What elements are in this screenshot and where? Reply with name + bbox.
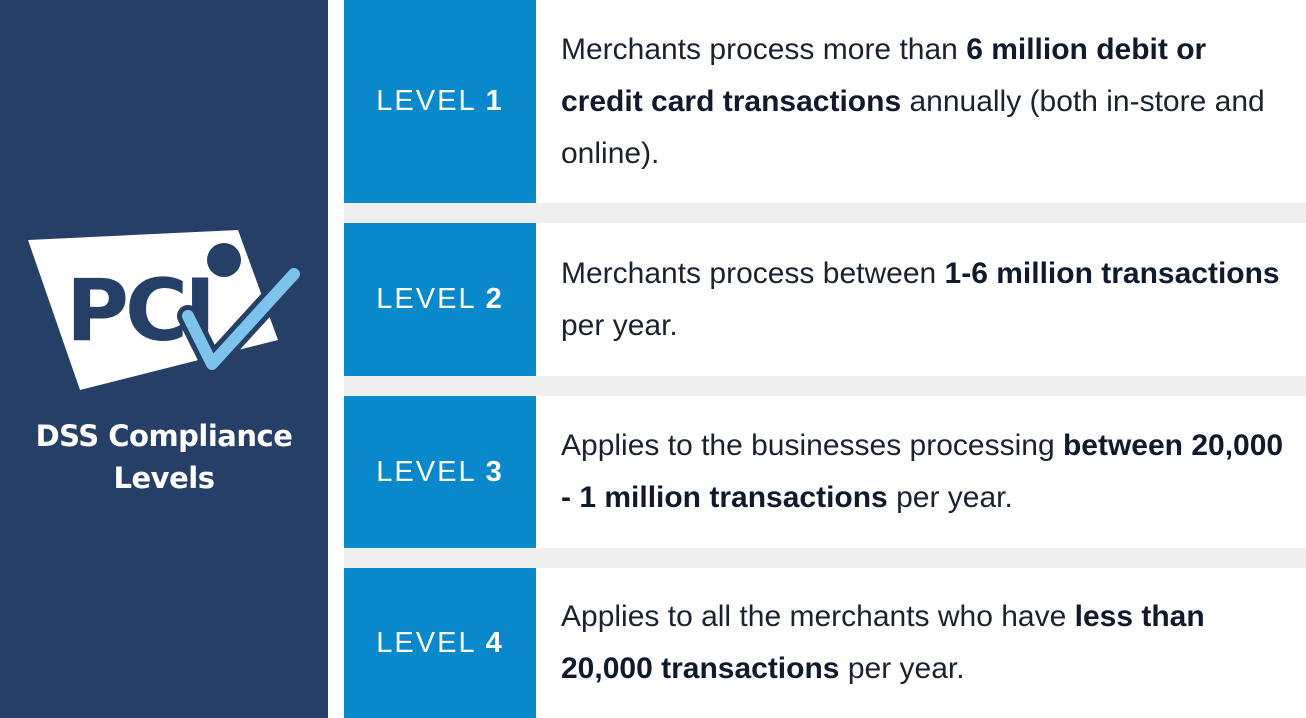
level-label: LEVEL	[376, 455, 477, 488]
level-row-3: LEVEL 3 Applies to the businesses process…	[344, 396, 1306, 548]
desc-text: annually (both in-store and online).	[561, 84, 1265, 170]
level-row-2: LEVEL 2 Merchants process between 1-6 mil…	[344, 223, 1306, 376]
title-line-1: DSS Compliance	[35, 419, 293, 453]
desc-text: per year.	[839, 652, 965, 685]
level-badge-1: LEVEL 1	[344, 0, 536, 203]
desc-text: Merchants process more than	[561, 32, 967, 66]
level-badge-2: LEVEL 2	[344, 223, 536, 376]
desc-bold: less than 20,000 transactions	[561, 600, 1205, 685]
row-divider	[344, 203, 1306, 223]
level-badge-3: LEVEL 3	[344, 396, 536, 548]
desc-text: Applies to the businesses processing	[561, 429, 1063, 462]
level-number: 1	[485, 85, 504, 117]
sidebar-panel: PCI DSS Compliance Levels	[0, 0, 328, 718]
desc-bold: 6 million debit or credit card transacti…	[561, 32, 1207, 118]
level-number: 3	[485, 455, 504, 488]
row-divider	[344, 376, 1306, 396]
level-description-3: Applies to the businesses processing bet…	[561, 396, 1288, 548]
desc-text: per year.	[887, 481, 1013, 514]
level-badge-4: LEVEL 4	[344, 568, 536, 718]
level-label: LEVEL	[376, 626, 477, 659]
level-row-4: LEVEL 4 Applies to all the merchants who …	[344, 568, 1306, 718]
desc-text: Applies to all the merchants who have	[561, 600, 1075, 633]
level-label: LEVEL	[376, 85, 477, 117]
page-title: DSS Compliance Levels	[0, 415, 328, 499]
title-line-2: Levels	[113, 461, 215, 495]
level-description-1: Merchants process more than 6 million de…	[561, 0, 1288, 203]
level-row-1: LEVEL 1 Merchants process more than 6 mil…	[344, 0, 1306, 203]
level-number: 4	[485, 626, 504, 659]
desc-text: Merchants process between	[561, 256, 945, 290]
desc-bold: 1-6 million transactions	[944, 256, 1280, 290]
level-description-4: Applies to all the merchants who have le…	[561, 568, 1288, 718]
pci-logo: PCI	[28, 230, 300, 390]
level-label: LEVEL	[376, 283, 477, 315]
row-divider	[344, 548, 1306, 568]
desc-bold: between 20,000 - 1 million transactions	[561, 429, 1284, 514]
level-description-2: Merchants process between 1-6 million tr…	[561, 223, 1288, 376]
level-number: 2	[485, 283, 504, 315]
desc-text: per year.	[561, 308, 678, 342]
